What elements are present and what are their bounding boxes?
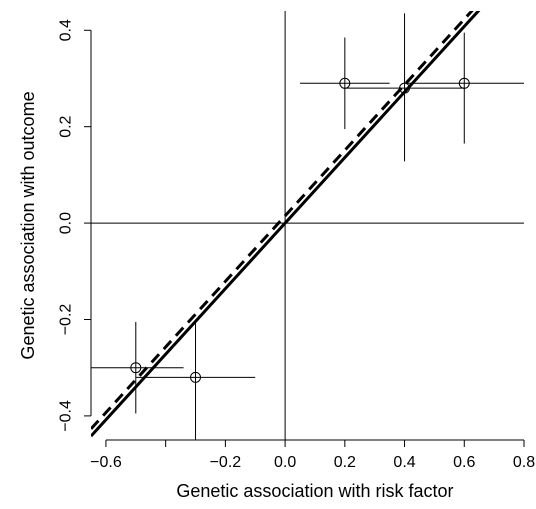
solid-fit-line: [91, 11, 481, 438]
x-tick-label: 0.2: [334, 454, 356, 471]
y-tick-label: −0.4: [58, 400, 75, 432]
x-tick-label: −0.6: [90, 454, 122, 471]
x-tick-label: −0.2: [210, 454, 242, 471]
y-tick-label: 0.4: [58, 19, 75, 41]
y-tick-label: 0.2: [58, 115, 75, 137]
x-axis-title: Genetic association with risk factor: [176, 481, 453, 501]
x-tick-label: 0.8: [513, 454, 535, 471]
y-tick-label: −0.2: [58, 304, 75, 336]
x-tick-label: 0.4: [393, 454, 415, 471]
x-tick-label: 0.0: [274, 454, 296, 471]
y-tick-label: 0.0: [58, 212, 75, 234]
data-point-5: [458, 77, 470, 89]
data-point-2: [190, 371, 202, 383]
plot-area: [91, 11, 524, 440]
axes: −0.6 −0.2 0.0 0.2 0.4 0.6 0.8 −0.4 −0.2 0.0 0.2 0.4: [58, 19, 536, 471]
data-point-1: [130, 362, 142, 374]
y-axis-title: Genetic association with outcome: [18, 91, 38, 359]
x-tick-label: 0.6: [453, 454, 475, 471]
